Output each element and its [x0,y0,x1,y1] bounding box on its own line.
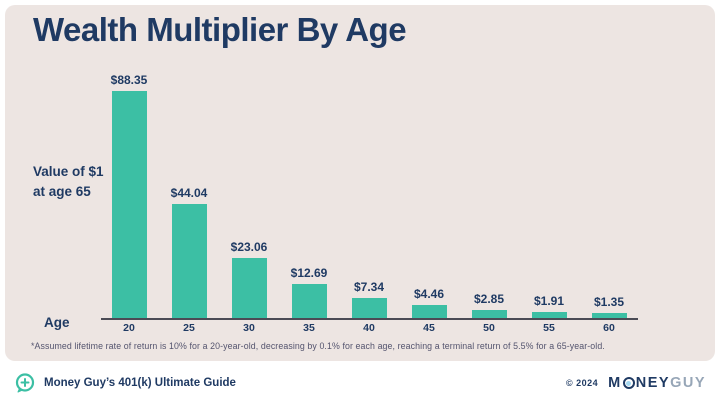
bar [111,90,147,318]
x-tick-label: 35 [303,322,315,334]
y-axis-note: Value of $1 at age 65 [33,162,104,203]
x-tick-label: 25 [183,322,195,334]
bar [351,298,387,318]
x-tick-label: 50 [483,322,495,334]
bar-value-label: $88.35 [110,72,148,87]
bar-group: $4.46 [399,287,459,318]
bar [231,257,267,318]
bar-group: $44.04 [159,186,219,318]
logo-letter-m: M [608,375,622,391]
bar-value-label: $1.35 [593,295,625,310]
bar-group: $88.35 [99,73,159,318]
bar [171,204,207,318]
logo-o-coin-icon [622,377,635,389]
page-title: Wealth Multiplier By Age [33,11,407,48]
bar-value-label: $12.69 [290,266,328,281]
bar [591,313,627,318]
footer-guide-title: Money Guy’s 401(k) Ultimate Guide [44,377,236,389]
bar-group: $23.06 [219,240,279,318]
money-guy-bubble-plus-icon [15,373,35,393]
footnote: *Assumed lifetime rate of return is 10% … [31,341,605,351]
logo-letters-guy: GUY [670,375,706,391]
footer-bar: Money Guy’s 401(k) Ultimate Guide © 2024… [0,362,720,404]
bar [531,311,567,318]
x-tick-label: 40 [363,322,375,334]
bar-group: $12.69 [279,266,339,318]
bar-group: $7.34 [339,280,399,318]
x-axis-line [101,318,638,320]
bar-group: $2.85 [459,291,519,318]
copyright-text: © 2024 [566,378,599,388]
logo-letters-ney: NEY [635,375,671,391]
moneyguy-logo: M NEY GUY [608,375,706,391]
bar [411,305,447,318]
x-tick-label: 45 [423,322,435,334]
bar-group: $1.91 [519,294,579,318]
footer-right: © 2024 M NEY GUY [566,375,706,391]
y-axis-note-line2: at age 65 [33,184,91,200]
x-tick-label: 30 [243,322,255,334]
bar-value-label: $7.34 [353,280,385,294]
bar-value-label: $1.91 [533,293,565,308]
bar-value-label: $23.06 [230,239,268,254]
y-axis-note-line1: Value of $1 [33,164,104,179]
bar [471,309,507,318]
x-axis-label: Age [44,315,70,330]
x-tick-label: 55 [543,322,555,334]
footer-left: Money Guy’s 401(k) Ultimate Guide [14,372,236,394]
bar-value-label: $4.46 [413,287,445,302]
bar-value-label: $44.04 [170,186,208,201]
x-tick-label: 20 [123,322,135,334]
bar [291,284,327,318]
bar-value-label: $2.85 [473,291,505,306]
bar-group: $1.35 [579,295,639,318]
x-tick-label: 60 [603,322,615,334]
